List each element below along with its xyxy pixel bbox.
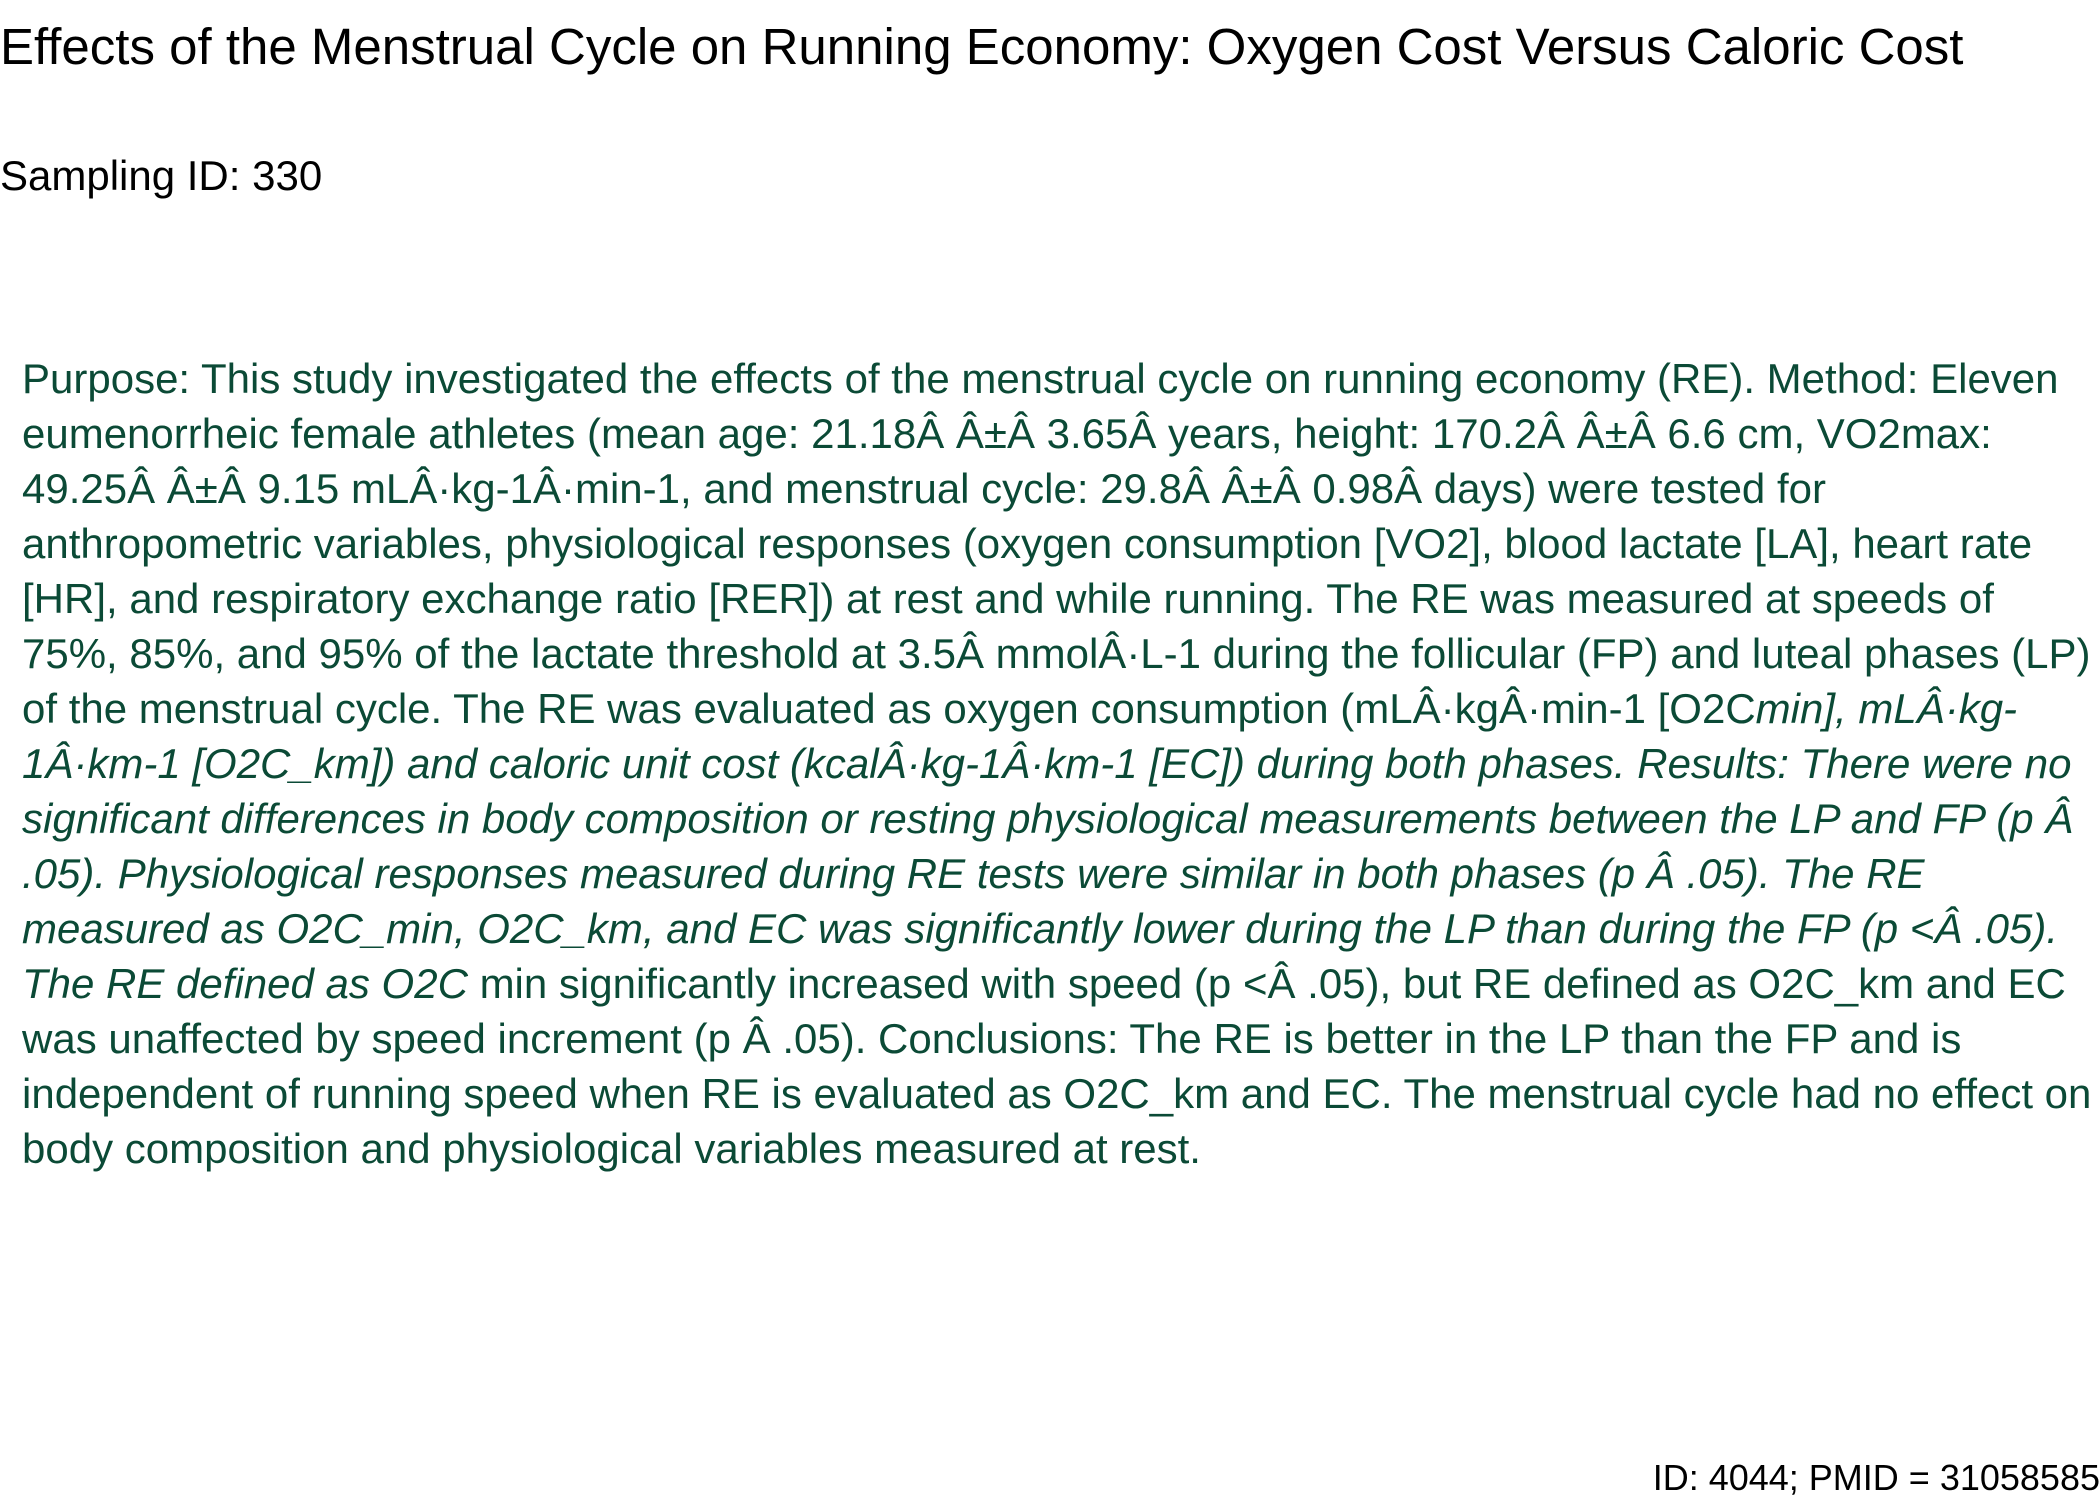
document-id-footer: ID: 4044; PMID = 31058585 (1652, 1457, 2100, 1498)
abstract-text-regular-end: min significantly increased with speed (… (22, 960, 2092, 1172)
sampling-id: Sampling ID: 330 (0, 152, 323, 199)
document-title: Effects of the Menstrual Cycle on Runnin… (0, 18, 1964, 75)
abstract-text: Purpose: This study investigated the eff… (22, 351, 2092, 1176)
abstract-text-regular: Purpose: This study investigated the eff… (22, 355, 2091, 732)
abstract-text-italic: min], mLÂ·kg-1Â·km-1 [O2C_km]) and calor… (22, 685, 2074, 1007)
